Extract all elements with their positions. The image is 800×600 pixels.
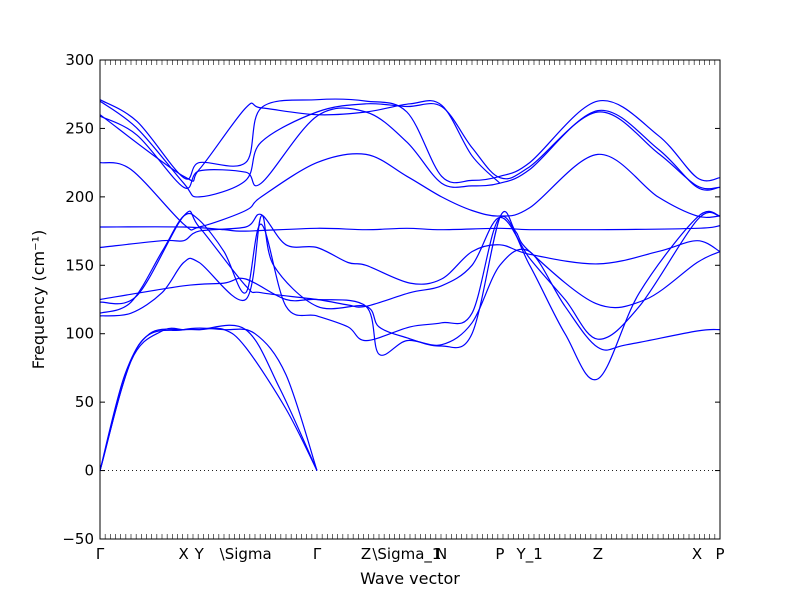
- series-line-3: [99, 327, 318, 471]
- x-tick-label: Γ: [313, 545, 322, 563]
- x-tick-label: \Sigma_1: [372, 545, 441, 564]
- axis-ticks: [99, 59, 721, 540]
- y-tick-labels: −50 0 50 100 150 200 250 300: [62, 51, 94, 548]
- series-line-5: [99, 210, 721, 381]
- series-line-13: [99, 100, 721, 198]
- series-line-1: [99, 324, 318, 471]
- series-line-2: [99, 327, 318, 471]
- y-tick-label: 200: [65, 188, 94, 206]
- x-tick-label: Γ: [96, 545, 105, 563]
- y-tick-label: 300: [65, 51, 94, 69]
- y-tick-label: −50: [62, 530, 94, 548]
- x-tick-label: P: [495, 545, 504, 563]
- plot-frame: [99, 59, 721, 540]
- series-line-12: [99, 98, 721, 184]
- series-line-4: [99, 210, 721, 349]
- x-tick-label: N: [436, 545, 447, 563]
- y-tick-label: 250: [65, 119, 94, 137]
- y-tick-label: 0: [84, 462, 94, 480]
- series-line-8: [99, 213, 721, 285]
- x-tick-label: Z: [361, 545, 371, 563]
- x-tick-label: X: [692, 545, 702, 563]
- series-line-10: [99, 153, 721, 231]
- series-line-6: [99, 210, 721, 340]
- x-tick-label: Y: [194, 545, 205, 563]
- y-tick-label: 150: [65, 256, 94, 274]
- x-axis-label: Wave vector: [360, 569, 460, 588]
- x-tick-labels: Γ X Y \Sigma Γ Z \Sigma_1N P Y_1 Z X P: [96, 545, 725, 564]
- y-axis-label: Frequency (cm⁻¹): [29, 230, 48, 369]
- series-line-11: [99, 107, 721, 191]
- x-tick-label: Z: [593, 545, 603, 563]
- y-tick-label: 50: [75, 393, 94, 411]
- x-tick-label: P: [715, 545, 724, 563]
- dispersion-curves: [99, 98, 721, 471]
- series-line-9: [99, 225, 721, 232]
- x-tick-label: \Sigma: [220, 545, 272, 563]
- x-tick-label: X: [179, 545, 189, 563]
- series-line-14: [99, 100, 501, 184]
- series-line-7: [99, 248, 721, 356]
- y-tick-label: 100: [65, 325, 94, 343]
- x-tick-label: Y_1: [516, 545, 543, 564]
